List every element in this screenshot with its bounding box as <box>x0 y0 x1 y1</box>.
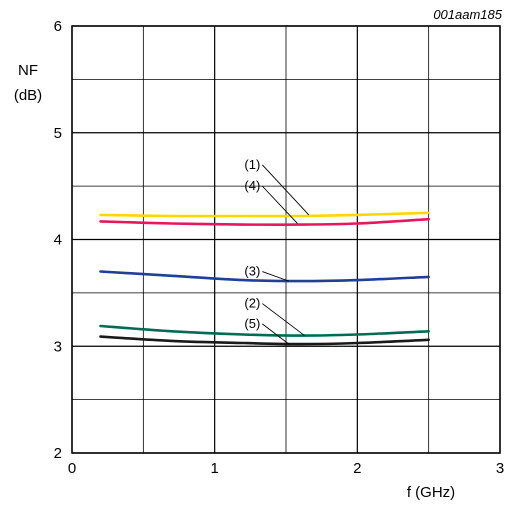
y-tick-label: 5 <box>54 125 62 142</box>
series-line-4 <box>99 324 430 337</box>
series-line-2 <box>99 217 430 226</box>
plot-frame <box>71 25 501 454</box>
y-tick-label: 3 <box>54 338 62 355</box>
callout-leader-line <box>262 271 290 282</box>
series-callout-label: (5) <box>244 316 260 331</box>
series-line-3 <box>99 270 430 283</box>
callout-leader-line <box>261 164 310 216</box>
series-line-5 <box>99 335 430 346</box>
x-axis-label: f (GHz) <box>407 484 455 501</box>
y-tick-label: 6 <box>54 18 62 35</box>
series-line-1 <box>99 211 430 218</box>
series-layer <box>99 211 430 346</box>
y-tick-label: 4 <box>54 232 62 249</box>
x-tick-labels: 0 1 2 3 <box>68 460 504 477</box>
y-axis-label-line1: NF <box>18 62 38 79</box>
series-callout-label: (3) <box>244 264 260 279</box>
x-tick-label: 3 <box>496 460 504 477</box>
series-callout-label: (4) <box>244 178 260 193</box>
figure-id: 001aam185 <box>433 7 502 22</box>
series-callout-label: (2) <box>244 296 260 311</box>
y-tick-labels: 2 3 4 5 6 <box>54 18 62 462</box>
callout-leader-line <box>261 185 298 224</box>
callout-leader-line <box>262 323 290 345</box>
y-axis-label-line2: (dB) <box>14 87 42 104</box>
x-tick-label: 1 <box>210 460 218 477</box>
x-tick-label: 0 <box>68 460 76 477</box>
x-tick-label: 2 <box>353 460 361 477</box>
callout-leader-line <box>262 303 305 336</box>
callout-layer: (1) (4) (3) (2) (5) <box>244 157 310 345</box>
series-callout-label: (1) <box>244 157 260 172</box>
y-tick-label: 2 <box>54 445 62 462</box>
